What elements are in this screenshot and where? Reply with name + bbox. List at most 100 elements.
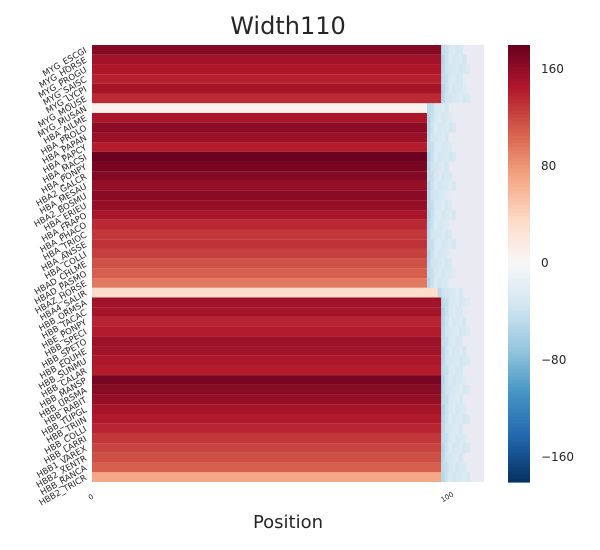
- heatmap-cell: [455, 375, 460, 385]
- heatmap-cell: [451, 54, 456, 65]
- colorbar-swatch: [508, 132, 530, 137]
- heatmap-cell: [462, 462, 467, 473]
- heatmap-cell: [437, 132, 442, 143]
- heatmap-cell: [462, 472, 467, 482]
- colorbar-swatch: [508, 85, 530, 90]
- heatmap-row-block: [92, 161, 427, 172]
- heatmap-cell: [455, 297, 460, 308]
- heatmap-cell: [459, 54, 463, 65]
- heatmap-cell: [441, 142, 446, 152]
- heatmap-cell: [437, 112, 442, 123]
- heatmap-cell: [444, 365, 449, 376]
- colorbar-swatch: [508, 441, 530, 447]
- colorbar-swatch: [508, 339, 530, 345]
- heatmap-cell: [462, 297, 467, 308]
- colorbar-swatch: [508, 66, 530, 72]
- colorbar-swatch: [508, 146, 530, 152]
- heatmap-cells: [92, 45, 484, 482]
- heatmap-cell: [448, 45, 453, 55]
- colorbar-swatch: [508, 154, 530, 159]
- heatmap-cell: [444, 122, 449, 133]
- colorbar-swatch: [508, 219, 530, 225]
- heatmap-cell: [448, 258, 453, 269]
- heatmap-cell: [444, 180, 449, 191]
- heatmap-row-block: [92, 239, 427, 249]
- heatmap-cell: [441, 200, 446, 211]
- x-axis-title: Position: [252, 512, 324, 533]
- heatmap-cell: [437, 248, 442, 259]
- colorbar-swatch: [508, 216, 530, 221]
- heatmap-cell: [448, 229, 453, 240]
- heatmap-cell: [426, 180, 431, 191]
- heatmap-cell: [441, 45, 446, 55]
- heatmap-cell: [441, 452, 446, 463]
- heatmap-row-block: [92, 355, 442, 366]
- heatmap-cell: [444, 239, 449, 249]
- heatmap-cell: [434, 122, 438, 133]
- colorbar-swatch: [508, 332, 530, 337]
- heatmap-cell: [455, 64, 460, 75]
- heatmap-cell: [430, 112, 435, 123]
- heatmap-cell: [441, 394, 446, 405]
- heatmap-row-block: [92, 64, 442, 75]
- heatmap-cell: [451, 83, 456, 94]
- colorbar-swatch: [508, 456, 530, 461]
- heatmap-cell: [434, 190, 438, 201]
- heatmap-cell: [451, 462, 456, 473]
- colorbar-swatch: [508, 394, 530, 399]
- heatmap-cell: [441, 278, 446, 288]
- heatmap-cell: [426, 210, 431, 220]
- colorbar-swatch: [508, 157, 530, 163]
- colorbar-swatch: [508, 285, 530, 290]
- colorbar-swatch: [508, 168, 530, 174]
- heatmap-cell: [451, 45, 456, 55]
- heatmap-cell: [462, 64, 467, 75]
- colorbar-swatch: [508, 63, 530, 68]
- heatmap-cell: [444, 219, 449, 230]
- colorbar-swatch: [508, 307, 530, 312]
- heatmap-row-block: [92, 151, 427, 162]
- heatmap-cell: [441, 122, 446, 133]
- colorbar-swatch: [508, 321, 530, 327]
- heatmap-row-block: [92, 384, 442, 395]
- heatmap-cell: [448, 180, 453, 191]
- colorbar-swatch: [508, 165, 530, 170]
- heatmap-cell: [444, 112, 449, 123]
- heatmap-cell: [441, 462, 446, 473]
- heatmap-cell: [451, 404, 456, 415]
- heatmap-cell: [451, 355, 456, 366]
- colorbar-swatch: [508, 416, 530, 421]
- heatmap-cell: [448, 404, 453, 415]
- colorbar-swatch: [508, 434, 530, 439]
- heatmap-cell: [459, 462, 463, 473]
- heatmap-cell: [448, 384, 453, 395]
- heatmap-row-block: [92, 452, 442, 463]
- heatmap-cell: [441, 83, 446, 94]
- heatmap-cell: [459, 404, 463, 415]
- heatmap-row-block: [92, 74, 442, 84]
- colorbar-swatch: [508, 405, 530, 410]
- heatmap-cell: [459, 307, 463, 317]
- heatmap-row-block: [92, 142, 427, 152]
- heatmap-cell: [426, 142, 431, 152]
- heatmap-cell: [451, 394, 456, 405]
- heatmap-cell: [448, 452, 453, 463]
- heatmap-cell: [451, 122, 456, 133]
- heatmap-cell: [455, 365, 460, 376]
- heatmap-cell: [444, 375, 449, 385]
- heatmap-cell: [441, 307, 446, 317]
- heatmap-cell: [455, 307, 460, 317]
- colorbar-swatch: [508, 299, 530, 305]
- colorbar-swatch: [508, 59, 530, 64]
- colorbar-swatch: [508, 252, 530, 257]
- colorbar-swatch: [508, 103, 530, 108]
- heatmap-cell: [426, 229, 431, 240]
- colorbar-swatch: [508, 296, 530, 301]
- heatmap-cell: [437, 278, 442, 288]
- heatmap-cell: [430, 142, 435, 152]
- heatmap-row-block: [92, 190, 427, 201]
- heatmap-cell: [430, 132, 435, 143]
- heatmap-cell: [444, 443, 449, 453]
- heatmap-cell: [459, 64, 463, 75]
